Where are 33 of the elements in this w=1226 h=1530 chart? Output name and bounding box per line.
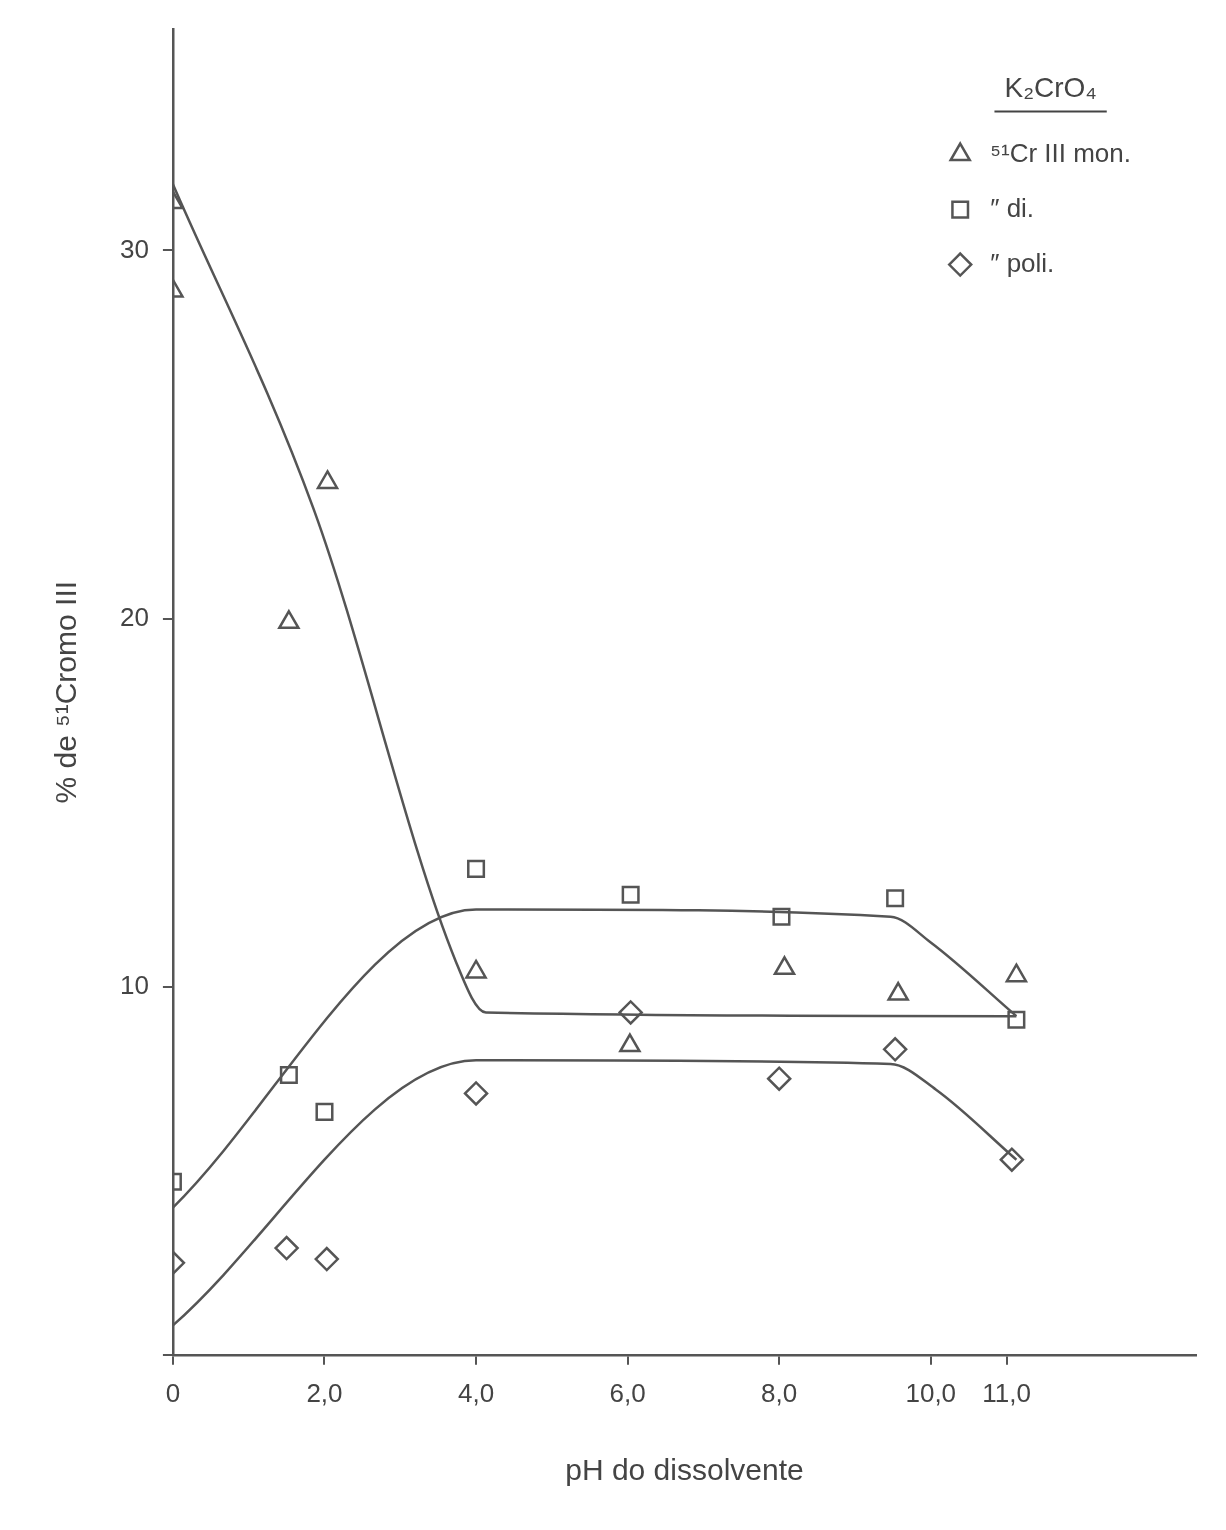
x-tick-label: 2,0	[306, 1377, 343, 1408]
point	[1007, 1010, 1026, 1029]
x-tick-label: 11,0	[982, 1377, 1031, 1408]
point	[773, 956, 796, 976]
point	[315, 1102, 334, 1121]
point	[766, 1066, 792, 1091]
legend-label: ⁵¹Cr III mon.	[990, 137, 1132, 168]
point	[278, 610, 300, 630]
legend-label: ″ di.	[990, 192, 1035, 223]
point	[772, 907, 791, 926]
point	[316, 470, 339, 490]
x-tick-label: 6,0	[609, 1377, 646, 1408]
point	[621, 885, 640, 904]
y-axis-title: % de ⁵¹Cromo III	[49, 580, 83, 804]
y-tick-label: 30	[120, 233, 149, 264]
legend-label: ″ poli.	[990, 247, 1055, 278]
point	[463, 1081, 489, 1106]
x-tick-label: 10,0	[905, 1377, 957, 1408]
x-tick-label: 0	[165, 1377, 181, 1408]
legend-title: K₂CrO₄	[1004, 72, 1097, 104]
point	[999, 1147, 1025, 1172]
point	[274, 1235, 299, 1261]
x-axis-title: pH do dissolvente	[565, 1453, 804, 1487]
y-tick-label: 10	[120, 969, 149, 1000]
point	[618, 1000, 643, 1025]
point	[279, 1066, 298, 1085]
point	[314, 1246, 340, 1272]
point	[886, 889, 905, 908]
point	[882, 1037, 908, 1062]
x-tick-label: 4,0	[457, 1377, 495, 1408]
point	[467, 859, 486, 878]
x-tick-label: 8,0	[761, 1377, 798, 1408]
y-tick-label: 20	[120, 601, 149, 632]
